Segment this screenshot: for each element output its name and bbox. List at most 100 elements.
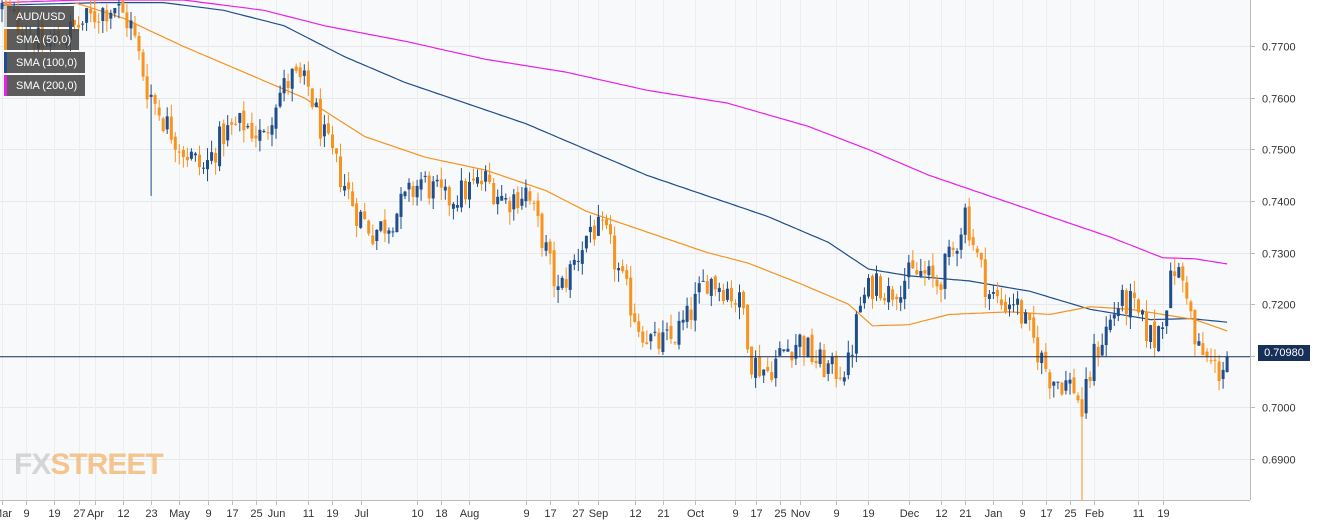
candle-body — [415, 185, 419, 198]
candle-body — [459, 180, 463, 208]
candle-body — [742, 291, 745, 309]
x-tick-label: 19 — [326, 508, 338, 520]
candle-body — [290, 68, 294, 89]
candle-body — [717, 287, 721, 292]
candle-body — [1189, 301, 1193, 312]
candle-body — [351, 191, 355, 206]
candle-body — [306, 70, 310, 87]
x-tick-label: 21 — [959, 508, 971, 520]
candle-body — [528, 191, 532, 201]
candle-body — [1205, 351, 1209, 357]
candle-body — [1108, 319, 1112, 330]
x-tick-label: 18 — [435, 508, 447, 520]
candle-body — [1004, 301, 1007, 312]
candle-body — [1036, 337, 1040, 363]
candle-body — [1157, 326, 1161, 352]
candle-body — [613, 235, 617, 270]
candle-body — [318, 98, 322, 139]
x-tick-label: 27 — [73, 508, 85, 520]
candle-body — [89, 8, 93, 14]
plot-background — [0, 0, 1250, 500]
candle-body — [1161, 327, 1165, 329]
candle-body — [427, 175, 431, 199]
candle-body — [935, 279, 939, 287]
candle-body — [568, 264, 572, 290]
candle-body — [202, 167, 205, 169]
candle-body — [645, 342, 649, 344]
y-tick-label: 0.7400 — [1262, 197, 1296, 209]
candle-body — [230, 122, 234, 125]
x-tick-label: Mar — [0, 508, 12, 520]
candle-body — [1044, 351, 1048, 370]
x-tick-label: 17 — [750, 508, 762, 520]
candle-body — [967, 206, 971, 241]
x-tick-label: Aug — [460, 508, 480, 520]
candle-body — [101, 8, 105, 21]
candle-body — [125, 12, 129, 29]
candle-body — [181, 150, 185, 158]
x-tick-label: Nov — [791, 508, 811, 520]
x-tick-label: 27 — [572, 508, 584, 520]
candle-body — [621, 266, 625, 272]
candle-body — [762, 369, 766, 376]
candle-body — [806, 337, 810, 358]
candle-body — [246, 126, 250, 128]
candle-body — [258, 129, 262, 141]
x-tick-label: 9 — [205, 508, 211, 520]
candle-body — [1193, 310, 1197, 345]
candle-body — [999, 299, 1003, 306]
candle-body — [617, 268, 621, 271]
candle-body — [661, 332, 665, 352]
candle-body — [121, 1, 125, 13]
candle-body — [1165, 310, 1169, 327]
candle-body — [1116, 308, 1120, 316]
candle-body — [685, 305, 689, 322]
candle-body — [588, 226, 592, 233]
legend-swatch — [4, 6, 7, 27]
candle-body — [1201, 343, 1205, 356]
candle-body — [1153, 321, 1157, 348]
candle-body — [484, 171, 488, 182]
candle-body — [411, 186, 415, 197]
candle-body — [1173, 271, 1177, 276]
candle-body — [830, 356, 834, 365]
legend: AUD/USD SMA (50,0) SMA (100,0) SMA (200,… — [4, 6, 86, 98]
candle-body — [560, 277, 564, 288]
candle-body — [746, 304, 750, 350]
candle-body — [1088, 377, 1092, 382]
candle-body — [331, 134, 334, 149]
candle-body — [766, 366, 770, 371]
candle-body — [4, 1, 8, 6]
logo-fx: FX — [14, 448, 51, 481]
candle-body — [375, 229, 379, 241]
candle-body — [193, 153, 197, 156]
candle-body — [278, 92, 282, 107]
candle-body — [286, 81, 290, 88]
sma200-swatch — [4, 75, 7, 96]
x-tick-label: 19 — [48, 508, 60, 520]
candle-body — [782, 349, 786, 351]
candle-body — [302, 70, 306, 76]
y-tick-label: 0.7500 — [1262, 145, 1296, 157]
candle-body — [689, 309, 693, 320]
candle-body — [838, 377, 842, 379]
candle-body — [222, 123, 226, 145]
candle-body — [210, 152, 214, 161]
candle-body — [834, 355, 838, 379]
x-tick-label: 25 — [1064, 508, 1076, 520]
candle-body — [649, 334, 653, 342]
candle-body — [846, 352, 850, 376]
candle-body — [858, 305, 862, 313]
candle-body — [93, 11, 97, 23]
candle-body — [911, 260, 915, 269]
candle-body — [758, 356, 762, 377]
x-tick-label: Jul — [354, 508, 368, 520]
candle-body — [540, 213, 544, 248]
candle-body — [927, 266, 931, 276]
candle-body — [951, 247, 955, 250]
sma200-label: SMA (200,0) — [16, 79, 78, 92]
candle-body — [1149, 325, 1153, 342]
candle-body — [721, 290, 725, 302]
candle-body — [198, 154, 201, 168]
candle-body — [117, 3, 121, 6]
